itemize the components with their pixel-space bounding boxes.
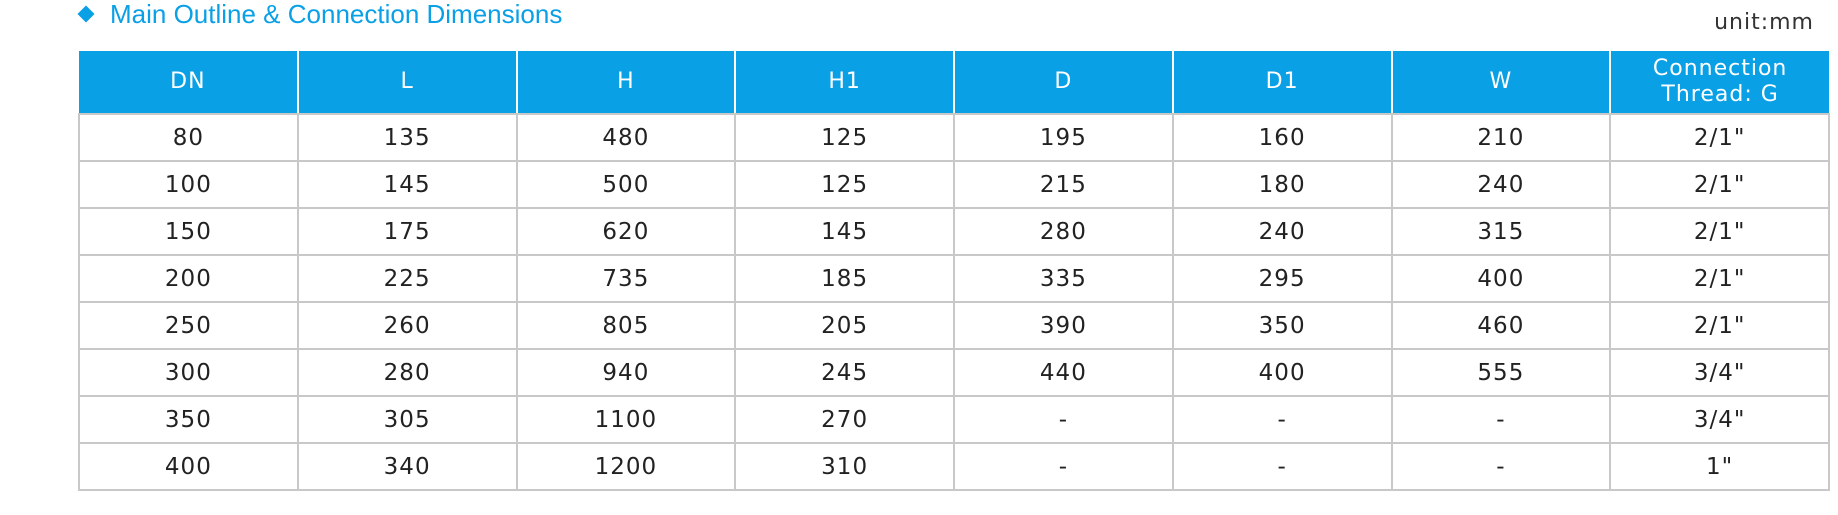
header-row: DN L H H1 D D1 W Connection Thread: G (79, 51, 1829, 115)
table-row: 100 145 500 125 215 180 240 2/1" (78, 160, 1830, 209)
table-cell: 2/1" (1609, 254, 1830, 303)
table-cell: 245 (734, 348, 955, 397)
table-cell: 300 (78, 348, 299, 397)
section-heading: Main Outline & Connection Dimensions (77, 0, 563, 29)
table-cell: 225 (296, 254, 518, 303)
table-row: 80 135 480 125 195 160 210 2/1" (78, 113, 1830, 162)
table-cell: 175 (296, 207, 518, 256)
table-cell: - (953, 395, 1174, 444)
table-cell: 620 (515, 207, 737, 256)
table-cell: 280 (953, 207, 1174, 256)
table-row: 150 175 620 145 280 240 315 2/1" (78, 207, 1830, 256)
column-header: DN (79, 51, 299, 115)
table-cell: 315 (1390, 207, 1612, 256)
table-cell: - (953, 442, 1174, 491)
table-cell: 3/4" (1609, 348, 1830, 397)
table-cell: - (1171, 395, 1393, 444)
table-cell: 200 (78, 254, 299, 303)
column-header: L (297, 51, 518, 115)
table-cell: 195 (953, 113, 1174, 162)
column-header: H (516, 51, 737, 115)
table-cell: 135 (296, 113, 518, 162)
table-cell: 460 (1390, 301, 1612, 350)
bullet-icon (77, 5, 95, 23)
table-cell: 2/1" (1609, 160, 1830, 209)
unit-label: unit:mm (1714, 10, 1814, 35)
table-row: 300 280 940 245 440 400 555 3/4" (78, 348, 1830, 397)
table-cell: 295 (1171, 254, 1393, 303)
table-row: 200 225 735 185 335 295 400 2/1" (78, 254, 1830, 303)
table-row: 400 340 1200 310- - -1" (78, 442, 1830, 491)
table-cell: 735 (515, 254, 737, 303)
table-cell: 2/1" (1609, 207, 1830, 256)
table-cell: 185 (734, 254, 955, 303)
table-cell: 240 (1171, 207, 1393, 256)
column-header: D (954, 51, 1174, 115)
table-cell: 240 (1390, 160, 1612, 209)
table-cell: - (1390, 395, 1612, 444)
table-cell: 210 (1390, 113, 1612, 162)
table-cell: 125 (734, 160, 955, 209)
table-cell: 400 (1390, 254, 1612, 303)
table-cell: 100 (78, 160, 299, 209)
table-cell: - (1390, 442, 1612, 491)
table-cell: 260 (296, 301, 518, 350)
table-cell: 805 (515, 301, 737, 350)
column-header: D1 (1172, 51, 1393, 115)
table-body: 80 135 480 125 195 160 210 2/1" 100 145 500 125 215 1… (78, 113, 1830, 491)
column-header: Connection Thread: G (1610, 51, 1829, 115)
dimension-table: DN L H H1 D D1 W Connection Thread: G 80 135 480 1… (78, 51, 1830, 491)
table-cell: 340 (296, 442, 518, 491)
table-cell: 150 (78, 207, 299, 256)
table-cell: 305 (296, 395, 518, 444)
table-cell: 400 (1171, 348, 1393, 397)
column-header: W (1391, 51, 1612, 115)
table-cell: 270 (734, 395, 955, 444)
title: Main Outline & Connection Dimensions (110, 0, 563, 29)
table-cell: 160 (1171, 113, 1393, 162)
table-cell: 940 (515, 348, 737, 397)
table-cell: 2/1" (1609, 113, 1830, 162)
table-cell: 145 (734, 207, 955, 256)
table-cell: 350 (1171, 301, 1393, 350)
table-cell: 125 (734, 113, 955, 162)
table-cell: 335 (953, 254, 1174, 303)
table-row: 250 260 805 205 390 350 460 2/1" (78, 301, 1830, 350)
table-cell: 280 (296, 348, 518, 397)
table-cell: 350 (78, 395, 299, 444)
table-row: 350 305 1100 270- - -3/4" (78, 395, 1830, 444)
table-cell: - (1171, 442, 1393, 491)
table-cell: 390 (953, 301, 1174, 350)
table-cell: 1200 (515, 442, 737, 491)
table-cell: 400 (78, 442, 299, 491)
table-cell: 1" (1609, 442, 1830, 491)
table-cell: 2/1" (1609, 301, 1830, 350)
table-cell: 440 (953, 348, 1174, 397)
table-cell: 80 (78, 113, 299, 162)
table-cell: 180 (1171, 160, 1393, 209)
table-cell: 215 (953, 160, 1174, 209)
column-header: H1 (735, 51, 955, 115)
table-cell: 3/4" (1609, 395, 1830, 444)
table-cell: 500 (515, 160, 737, 209)
table-cell: 480 (515, 113, 737, 162)
table-cell: 555 (1390, 348, 1612, 397)
table-cell: 1100 (515, 395, 737, 444)
table-cell: 205 (734, 301, 955, 350)
table-cell: 310 (734, 442, 955, 491)
table-cell: 145 (296, 160, 518, 209)
table-cell: 250 (78, 301, 299, 350)
